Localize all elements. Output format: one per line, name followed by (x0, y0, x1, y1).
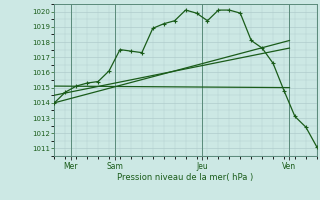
X-axis label: Pression niveau de la mer( hPa ): Pression niveau de la mer( hPa ) (117, 173, 254, 182)
